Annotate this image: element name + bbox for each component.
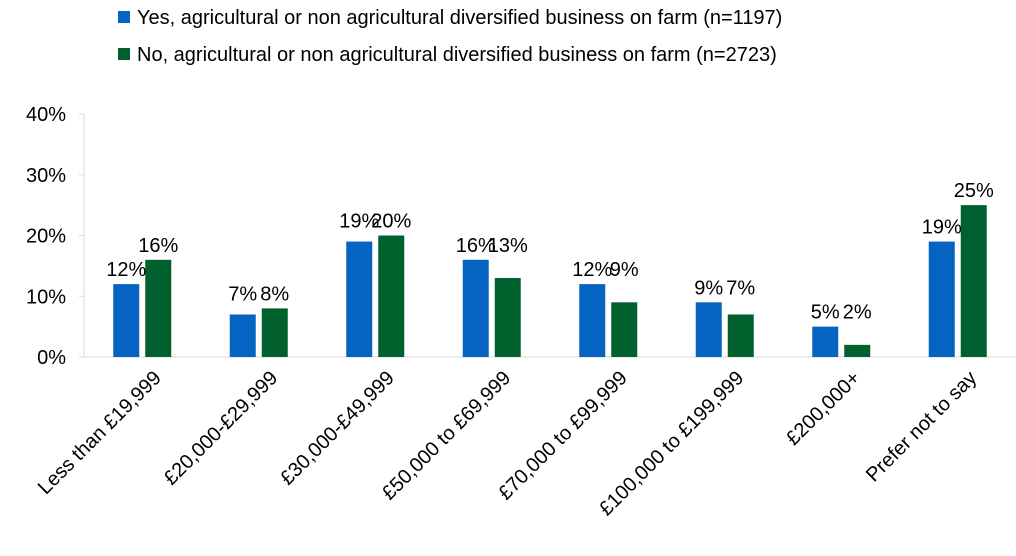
bar-series2-cat8 (960, 205, 987, 357)
x-category-label: £30,000-£49,999 (276, 367, 399, 490)
y-tick-label: 40% (26, 104, 66, 126)
bar-series2-cat4 (494, 278, 521, 357)
bar-series2-cat1 (145, 259, 172, 357)
x-category-label: £20,000-£29,999 (160, 367, 283, 490)
data-label-series1-cat6: 9% (694, 277, 723, 299)
legend-swatch-1 (118, 11, 130, 23)
legend: Yes, agricultural or non agricultural di… (118, 7, 782, 66)
x-category-label: Prefer not to say (862, 367, 981, 486)
x-category-label: Less than £19,999 (34, 367, 166, 499)
data-label-series2-cat1: 16% (138, 235, 178, 257)
x-category-label: £50,000 to £69,999 (378, 367, 515, 504)
legend-swatch-2 (118, 48, 130, 60)
y-tick-label: 0% (37, 347, 66, 369)
bar-series2-cat2 (261, 308, 288, 357)
data-label-series2-cat6: 7% (726, 277, 755, 299)
data-label-series1-cat8: 19% (922, 217, 962, 239)
bar-series1-cat1 (113, 284, 140, 357)
data-label-series2-cat5: 9% (610, 259, 639, 281)
x-category-label: £200,000+ (782, 367, 865, 450)
data-label-series1-cat3: 19% (339, 211, 379, 233)
y-tick-label: 20% (26, 226, 66, 248)
bars (113, 205, 987, 357)
legend-label-2: No, agricultural or non agricultural div… (137, 44, 777, 66)
y-tick-label: 10% (26, 286, 66, 308)
data-label-series2-cat3: 20% (371, 211, 411, 233)
data-label-series1-cat7: 5% (811, 302, 840, 324)
x-category-label: £70,000 to £99,999 (494, 367, 631, 504)
bar-series2-cat3 (378, 235, 405, 357)
bar-series1-cat2 (229, 314, 256, 357)
bar-series1-cat6 (695, 302, 722, 357)
bar-series1-cat7 (812, 326, 839, 357)
bar-series1-cat3 (346, 241, 373, 357)
bar-series1-cat4 (462, 259, 489, 357)
data-label-series1-cat2: 7% (228, 283, 257, 305)
bar-series2-cat5 (611, 302, 638, 357)
y-tick-label: 30% (26, 165, 66, 187)
data-labels: 12%16%7% 8%19%20%16%13%12%9%9% 7%5% 2%19%25… (106, 180, 994, 324)
data-label-series2-cat2: 8% (260, 283, 289, 305)
data-label-series2-cat8: 25% (954, 180, 994, 202)
data-label-series2-cat7: 2% (843, 302, 872, 324)
data-label-series1-cat4: 16% (456, 235, 496, 257)
data-label-series1-cat1: 12% (106, 259, 146, 281)
bar-series2-cat7 (844, 344, 871, 357)
data-label-series1-cat5: 12% (572, 259, 612, 281)
category-labels: Less than £19,999£20,000-£29,999£30,000-… (34, 367, 981, 520)
bar-series1-cat8 (928, 241, 955, 357)
legend-label-1: Yes, agricultural or non agricultural di… (137, 7, 782, 29)
bar-series1-cat5 (579, 284, 606, 357)
data-label-series2-cat4: 13% (488, 235, 528, 257)
bar-series2-cat6 (727, 314, 754, 357)
